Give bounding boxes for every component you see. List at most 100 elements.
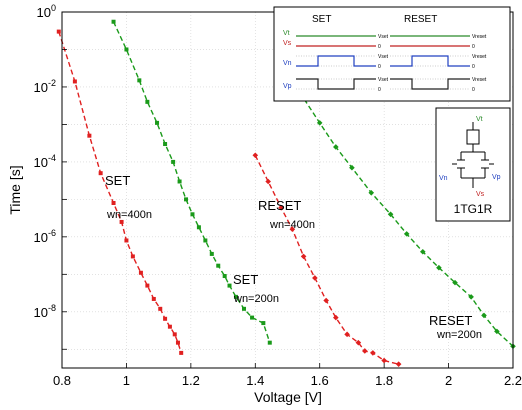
circuit-vp-label: Vp xyxy=(492,174,501,181)
data-point xyxy=(163,316,168,321)
data-point xyxy=(175,340,180,345)
waveform-pulse xyxy=(296,55,376,67)
x-tick-label: 0.8 xyxy=(53,373,71,388)
data-point xyxy=(250,315,255,320)
series-line-0 xyxy=(58,31,182,354)
data-point xyxy=(72,79,77,84)
x-tick-label: 1.4 xyxy=(246,373,264,388)
inset-set-header: SET xyxy=(312,14,331,25)
waveform-level-label: 0 xyxy=(378,64,381,70)
y-tick-label: 10-6 xyxy=(34,228,56,245)
data-point xyxy=(145,283,150,288)
waveform-row-label: Vn xyxy=(283,60,292,67)
annotation-sublabel: wn=200n xyxy=(436,329,482,341)
data-point xyxy=(137,78,142,83)
data-point xyxy=(155,120,160,125)
waveform-level-label: 0 xyxy=(472,64,475,70)
x-tick-label: 1.2 xyxy=(182,373,200,388)
x-tick-label: 2 xyxy=(445,373,452,388)
series-line-2 xyxy=(254,154,399,365)
waveform-level-label: Vreset xyxy=(472,34,487,40)
data-point xyxy=(111,19,116,24)
data-point xyxy=(138,270,143,275)
data-point xyxy=(289,226,296,232)
waveform-row-label: Vs xyxy=(283,40,292,47)
data-point xyxy=(436,264,442,271)
data-point xyxy=(368,189,375,196)
x-tick-label: 1.6 xyxy=(311,373,329,388)
data-point xyxy=(278,204,284,211)
waveform-pulse xyxy=(296,78,376,90)
data-point xyxy=(196,225,201,230)
data-point xyxy=(179,350,184,355)
annotation-sublabel: wn=200n xyxy=(233,293,279,305)
data-point xyxy=(111,201,116,205)
data-point xyxy=(163,142,168,147)
circuit-label: 1TG1R xyxy=(454,202,493,216)
waveform-pulse xyxy=(390,78,470,90)
data-point xyxy=(420,248,426,255)
chart-annotations: SETwn=400nSETwn=200nRESETwn=400nRESETwn=… xyxy=(105,173,482,341)
waveform-level-label: 0 xyxy=(472,44,475,50)
data-point xyxy=(145,99,150,104)
inset-reset-header: RESET xyxy=(404,14,437,25)
waveform-pulse xyxy=(390,55,470,67)
data-point xyxy=(158,306,163,311)
data-point xyxy=(203,238,208,243)
data-point xyxy=(333,314,339,321)
data-point xyxy=(381,357,387,364)
circuit-vn-label: Vn xyxy=(439,175,448,182)
y-axis-label: Time [s] xyxy=(7,165,23,214)
data-point xyxy=(403,231,410,237)
y-tick-label: 10-2 xyxy=(34,78,56,95)
data-point xyxy=(130,254,135,259)
waveform-inset: SET RESET Vt Vset Vreset Vs 0 0 Vn Vset 0 Vreset 0… xyxy=(273,6,511,102)
data-point xyxy=(452,279,458,286)
data-point xyxy=(56,29,61,34)
data-point xyxy=(167,324,172,329)
data-point xyxy=(333,144,339,150)
data-point xyxy=(267,340,272,345)
annotation-label: SET xyxy=(105,173,130,188)
data-point xyxy=(98,171,103,176)
annotation-sublabel: wn=400n xyxy=(106,209,152,221)
waveform-level-label: 0 xyxy=(378,44,381,50)
data-point xyxy=(481,312,487,319)
x-tick-label: 1.8 xyxy=(375,373,393,388)
annotation-label: SET xyxy=(233,272,258,287)
circuit-inset: Vt Vn Vp Vs 1TG1R xyxy=(435,107,511,222)
annotation-sublabel: wn=400n xyxy=(269,219,315,231)
data-point xyxy=(222,274,227,279)
annotation-label: RESET xyxy=(429,313,472,328)
data-point xyxy=(119,219,124,224)
waveform-rows: Vt Vset Vreset Vs 0 0 Vn Vset 0 Vreset 0 Vp Vset 0 Vre… xyxy=(283,30,487,93)
data-point xyxy=(151,296,156,301)
data-point xyxy=(177,179,182,184)
x-tick-label: 2.2 xyxy=(504,373,522,388)
data-point xyxy=(265,178,271,185)
y-tick-label: 10-4 xyxy=(34,153,56,170)
data-point xyxy=(370,350,376,356)
waveform-level-label: Vset xyxy=(378,77,389,83)
waveform-row-label: Vt xyxy=(283,30,290,37)
data-point xyxy=(124,238,129,243)
data-point xyxy=(312,275,318,281)
waveform-inset-frame xyxy=(273,6,511,102)
data-point xyxy=(344,331,350,338)
data-point xyxy=(261,321,266,326)
waveform-level-label: 0 xyxy=(472,87,475,93)
waveform-level-label: 0 xyxy=(378,87,381,93)
data-point xyxy=(242,306,247,311)
data-point xyxy=(233,294,238,299)
annotation-label: RESET xyxy=(258,198,301,213)
x-tick-label: 1 xyxy=(123,373,130,388)
data-point xyxy=(349,164,355,171)
circuit-schematic xyxy=(452,122,494,188)
waveform-level-label: Vreset xyxy=(472,77,487,83)
data-point xyxy=(395,361,402,367)
data-point xyxy=(494,328,500,335)
axis-ticks: 0.8 1 1.2 1.4 1.6 1.8 2 2.2 100 10-2 10-4 10-6 10-8 xyxy=(34,3,522,388)
circuit-vt-label: Vt xyxy=(476,116,483,123)
data-point xyxy=(184,197,189,202)
